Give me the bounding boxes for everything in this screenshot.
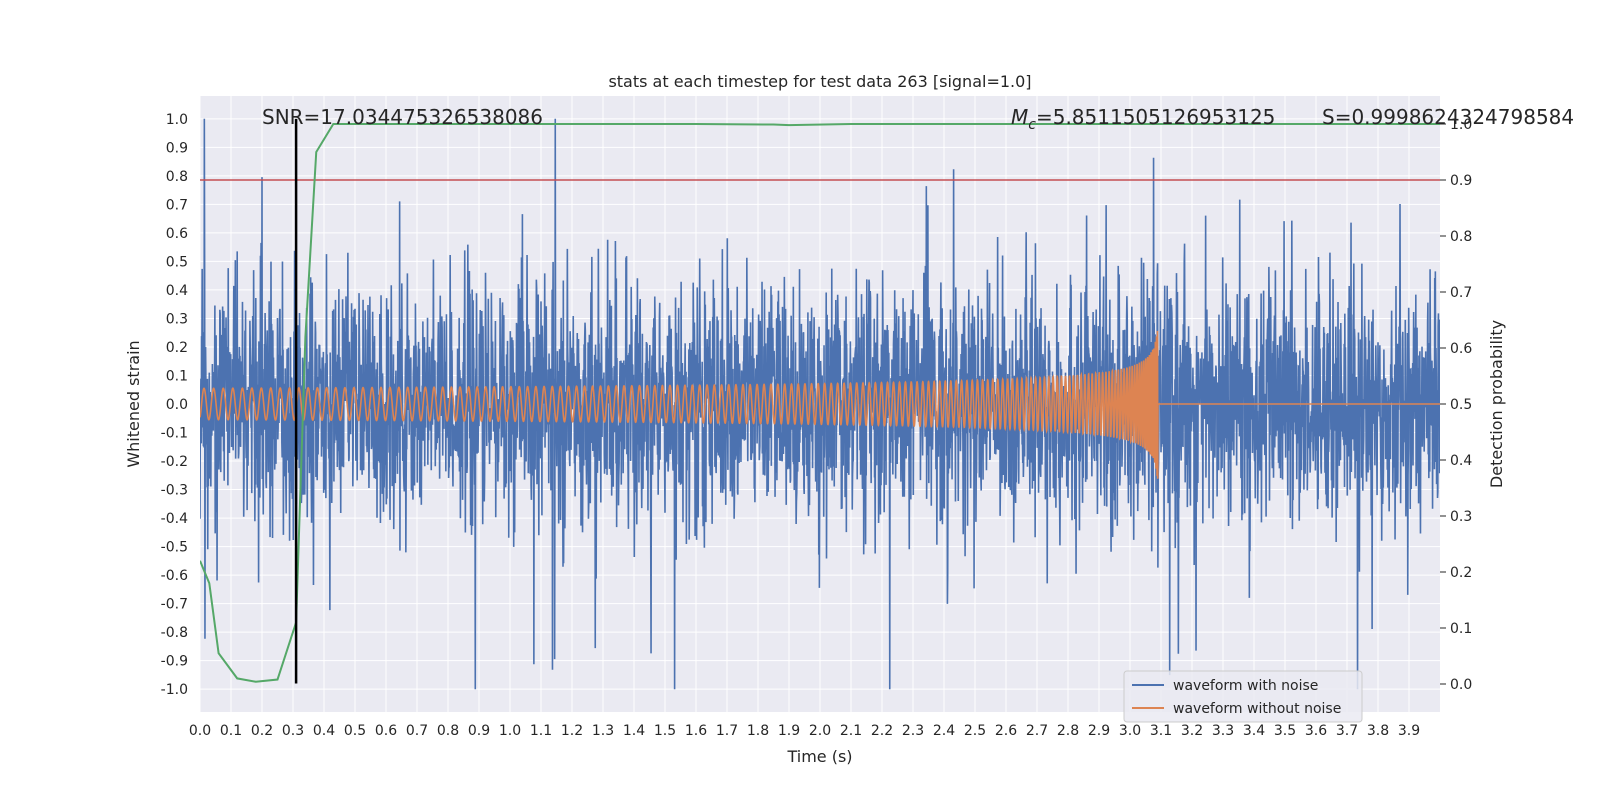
x-tick-label: 1.3 [592, 723, 614, 739]
right-y-tick-label: 1.0 [1450, 117, 1472, 133]
y-tick-label: -0.8 [161, 625, 188, 641]
x-tick-label: 0.9 [468, 723, 490, 739]
x-tick-label: 3.1 [1150, 723, 1172, 739]
chirp-mass-value: =5.8511505126953125 [1036, 105, 1275, 129]
y-tick-label: 0.6 [166, 226, 188, 242]
right-y-tick-label: 0.1 [1450, 621, 1472, 637]
series-detection-probability [200, 123, 1440, 683]
snr-annotation: SNR=17.034475326538086 [262, 105, 543, 129]
x-tick-label: 1.6 [685, 723, 707, 739]
y-tick-label: 0.2 [166, 340, 188, 356]
y-tick-label: 0.0 [166, 397, 188, 413]
x-tick-label: 2.1 [840, 723, 862, 739]
x-tick-label: 3.3 [1212, 723, 1234, 739]
y-tick-label: -0.3 [161, 483, 188, 499]
x-tick-label: 0.1 [220, 723, 242, 739]
x-tick-label: 2.6 [995, 723, 1017, 739]
x-tick-label: 2.8 [1057, 723, 1079, 739]
x-tick-label: 1.8 [747, 723, 769, 739]
x-tick-label: 2.2 [871, 723, 893, 739]
y-tick-label: -0.5 [161, 540, 188, 556]
x-tick-label: 1.4 [623, 723, 645, 739]
right-y-tick-label: 0.7 [1450, 285, 1472, 301]
x-tick-label: 1.0 [499, 723, 521, 739]
y-tick-label: 0.7 [166, 197, 188, 213]
legend-box [1123, 670, 1363, 723]
x-tick-label: 1.9 [778, 723, 800, 739]
x-tick-label: 1.7 [716, 723, 738, 739]
x-tick-label: 3.7 [1336, 723, 1358, 739]
y-axis-label: Whitened strain [124, 340, 143, 467]
x-tick-label: 0.8 [437, 723, 459, 739]
x-tick-label: 2.3 [902, 723, 924, 739]
x-tick-label: 2.5 [964, 723, 986, 739]
y-tick-label: 1.0 [166, 112, 188, 128]
series-waveform-with-noise [200, 118, 1440, 690]
x-tick-label: 0.7 [406, 723, 428, 739]
chirp-mass-annotation: Mc=5.8511505126953125 [1011, 105, 1275, 133]
x-tick-label: 0.6 [375, 723, 397, 739]
right-y-tick-label: 0.5 [1450, 397, 1472, 413]
x-tick-label: 0.3 [282, 723, 304, 739]
x-tick-label: 3.9 [1398, 723, 1420, 739]
x-tick-label: 2.7 [1026, 723, 1048, 739]
y-tick-label: -0.2 [161, 454, 188, 470]
x-tick-label: 1.5 [654, 723, 676, 739]
y-tick-label: 0.9 [166, 140, 188, 156]
chirp-mass-symbol: M [1011, 105, 1028, 129]
x-tick-label: 3.6 [1305, 723, 1327, 739]
x-tick-label: 0.5 [344, 723, 366, 739]
y-tick-label: 0.5 [166, 254, 188, 270]
y-axis-ticks: -1.0 -0.9 -0.8 -0.7 -0.6 -0.5 -0.4 -0.3 -0.2 -0.1… [161, 112, 188, 698]
x-tick-label: 0.4 [313, 723, 335, 739]
y-tick-label: 0.3 [166, 311, 188, 327]
chirp-mass-subscript: c [1028, 117, 1036, 133]
legend-label-waveform-with-noise: waveform with noise [1173, 678, 1318, 694]
x-tick-label: 0.2 [251, 723, 273, 739]
legend-label-waveform-without-noise: waveform without noise [1173, 701, 1341, 717]
right-y-tick-label: 0.2 [1450, 565, 1472, 581]
x-tick-label: 3.8 [1367, 723, 1389, 739]
x-tick-label: 2.0 [809, 723, 831, 739]
x-tick-label: 2.9 [1088, 723, 1110, 739]
series-waveform-without-noise [200, 330, 1440, 479]
score-annotation: S=0.9998624324798584 [1322, 105, 1574, 129]
y-tick-label: -0.7 [161, 597, 188, 613]
chart-title: stats at each timestep for test data 263… [608, 72, 1031, 91]
x-tick-label: 3.5 [1274, 723, 1296, 739]
right-y-tick-label: 0.6 [1450, 341, 1472, 357]
x-axis-ticks: 0.0 0.1 0.2 0.3 0.4 0.5 0.6 0.7 0.8 0.9 1.0 1.1 1.2 1… [189, 723, 1420, 739]
y-tick-label: 0.8 [166, 169, 188, 185]
legend: waveform with noise waveform without noi… [1123, 670, 1363, 723]
right-y-tick-label: 0.3 [1450, 509, 1472, 525]
y-tick-label: -1.0 [161, 682, 188, 698]
x-tick-label: 2.4 [933, 723, 955, 739]
y-tick-label: -0.9 [161, 654, 188, 670]
y-tick-label: 0.1 [166, 368, 188, 384]
x-tick-label: 1.1 [530, 723, 552, 739]
right-y-tick-label: 0.9 [1450, 173, 1472, 189]
x-axis-label: Time (s) [786, 747, 852, 766]
x-tick-label: 3.4 [1243, 723, 1265, 739]
right-y-tick-label: 0.4 [1450, 453, 1472, 469]
x-tick-label: 0.0 [189, 723, 211, 739]
x-tick-label: 3.0 [1119, 723, 1141, 739]
right-y-axis-label: Detection probability [1487, 320, 1506, 488]
y-tick-label: -0.1 [161, 426, 188, 442]
x-tick-label: 1.2 [561, 723, 583, 739]
x-tick-label: 3.2 [1181, 723, 1203, 739]
y-tick-label: -0.4 [161, 511, 188, 527]
y-tick-label: -0.6 [161, 568, 188, 584]
y-tick-label: 0.4 [166, 283, 188, 299]
right-y-axis-ticks: 0.0 0.1 0.2 0.3 0.4 0.5 0.6 0.7 0.8 0.9 1.0 [1440, 117, 1472, 693]
right-y-tick-label: 0.8 [1450, 229, 1472, 245]
right-y-tick-label: 0.0 [1450, 677, 1472, 693]
